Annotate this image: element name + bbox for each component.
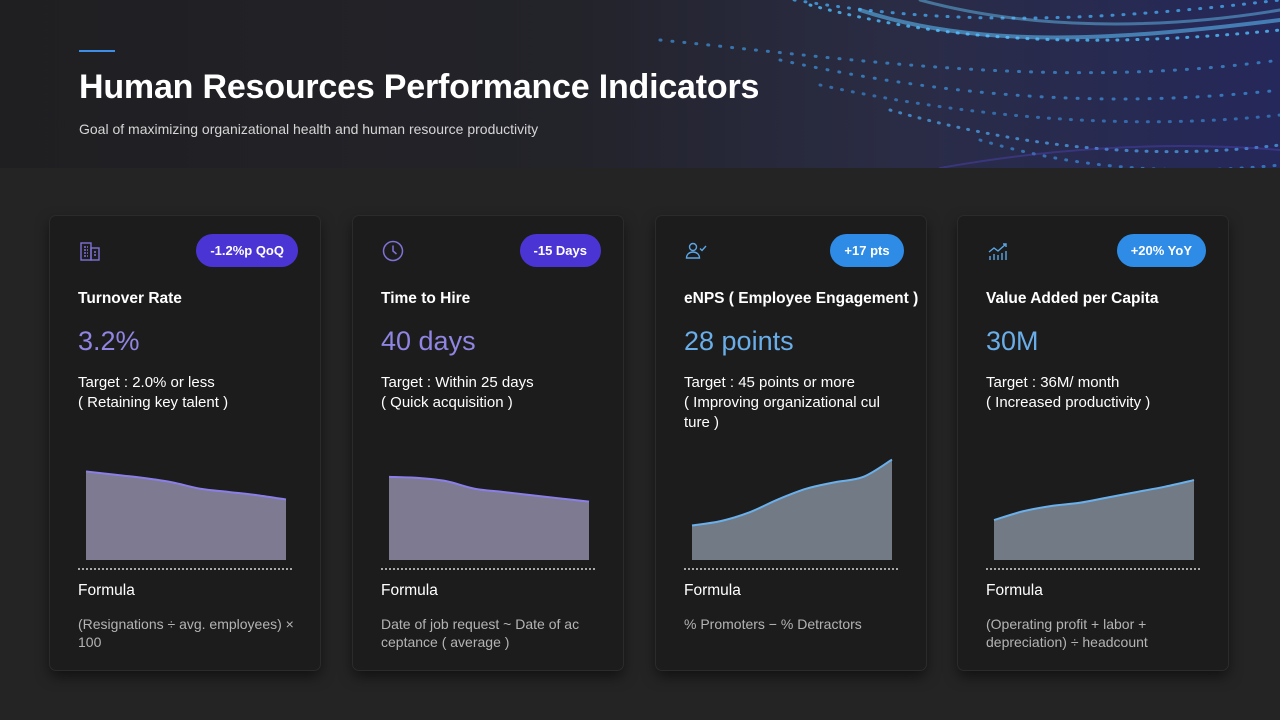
trend-line <box>993 479 1195 521</box>
formula-label: Formula <box>684 582 741 599</box>
formula-label: Formula <box>381 582 438 599</box>
target-note: ( Improving organizational cul ture ) <box>684 394 880 431</box>
kpi-target: Target : 2.0% or less ( Retaining key ta… <box>78 373 298 413</box>
kpi-title: Value Added per Capita <box>986 290 1159 307</box>
kpi-value: 3.2% <box>78 326 140 356</box>
target-note: ( Quick acquisition ) <box>381 394 513 411</box>
formula-label: Formula <box>986 582 1043 599</box>
trend-area-fill <box>389 476 589 560</box>
change-badge: +20% YoY <box>1116 234 1206 267</box>
kpi-value: 30M <box>986 326 1039 356</box>
kpi-target: Target : 45 points or more ( Improving o… <box>684 373 904 433</box>
page-subtitle: Goal of maximizing organizational health… <box>79 121 539 137</box>
kpi-target: Target : 36M/ month ( Increased producti… <box>986 373 1206 413</box>
formula-text: (Resignations ÷ avg. employees) × 100 <box>78 616 294 650</box>
change-badge: +17 pts <box>830 234 904 267</box>
building-icon <box>78 239 102 263</box>
decorative-waves <box>658 0 1280 168</box>
trend-line <box>691 458 893 527</box>
divider <box>986 568 1200 570</box>
trend-area-fill <box>994 480 1194 560</box>
divider <box>381 568 595 570</box>
trend-area-chart <box>388 475 590 560</box>
target-line: Target : 45 points or more <box>684 374 855 391</box>
kpi-value: 40 days <box>381 326 476 356</box>
kpi-title: Time to Hire <box>381 290 471 307</box>
target-note: ( Increased productivity ) <box>986 394 1151 411</box>
target-line: Target : 2.0% or less <box>78 374 215 391</box>
kpi-title: Turnover Rate <box>78 290 182 307</box>
kpi-title: eNPS ( Employee Engagement ) <box>684 290 919 307</box>
divider <box>78 568 292 570</box>
target-line: Target : 36M/ month <box>986 374 1120 391</box>
formula-text: (Operating profit + labor + depreciation… <box>986 616 1148 650</box>
trend-line <box>388 475 590 503</box>
user-check-icon <box>684 239 708 263</box>
kpi-card-turnover-rate: -1.2%p QoQ Turnover Rate 3.2% Target : 2… <box>50 216 320 670</box>
trend-area-chart <box>993 479 1195 560</box>
divider <box>684 568 898 570</box>
hero-banner: Human Resources Performance Indicators G… <box>0 0 1280 168</box>
change-badge: -1.2%p QoQ <box>196 234 298 267</box>
kpi-value: 28 points <box>684 326 794 356</box>
kpi-card-value-added: +20% YoY Value Added per Capita 30M Targ… <box>958 216 1228 670</box>
trend-area-chart <box>85 470 287 560</box>
trend-line <box>85 470 287 501</box>
trend-area-chart <box>691 458 893 560</box>
bar-chart-trend-icon <box>986 239 1010 263</box>
kpi-card-time-to-hire: -15 Days Time to Hire 40 days Target : W… <box>353 216 623 670</box>
trend-area-fill <box>692 459 892 560</box>
formula-label: Formula <box>78 582 135 599</box>
page-title: Human Resources Performance Indicators <box>79 68 760 106</box>
formula-text: Date of job request ~ Date of ac ceptanc… <box>381 616 580 650</box>
change-badge: -15 Days <box>519 234 601 267</box>
target-note: ( Retaining key talent ) <box>78 394 229 411</box>
title-accent-line <box>79 50 115 52</box>
formula-text: % Promoters − % Detractors <box>684 616 862 632</box>
kpi-card-enps: +17 pts eNPS ( Employee Engagement ) 28 … <box>656 216 926 670</box>
target-line: Target : Within 25 days <box>381 374 534 391</box>
kpi-target: Target : Within 25 days ( Quick acquisit… <box>381 373 601 413</box>
clock-icon <box>381 239 405 263</box>
